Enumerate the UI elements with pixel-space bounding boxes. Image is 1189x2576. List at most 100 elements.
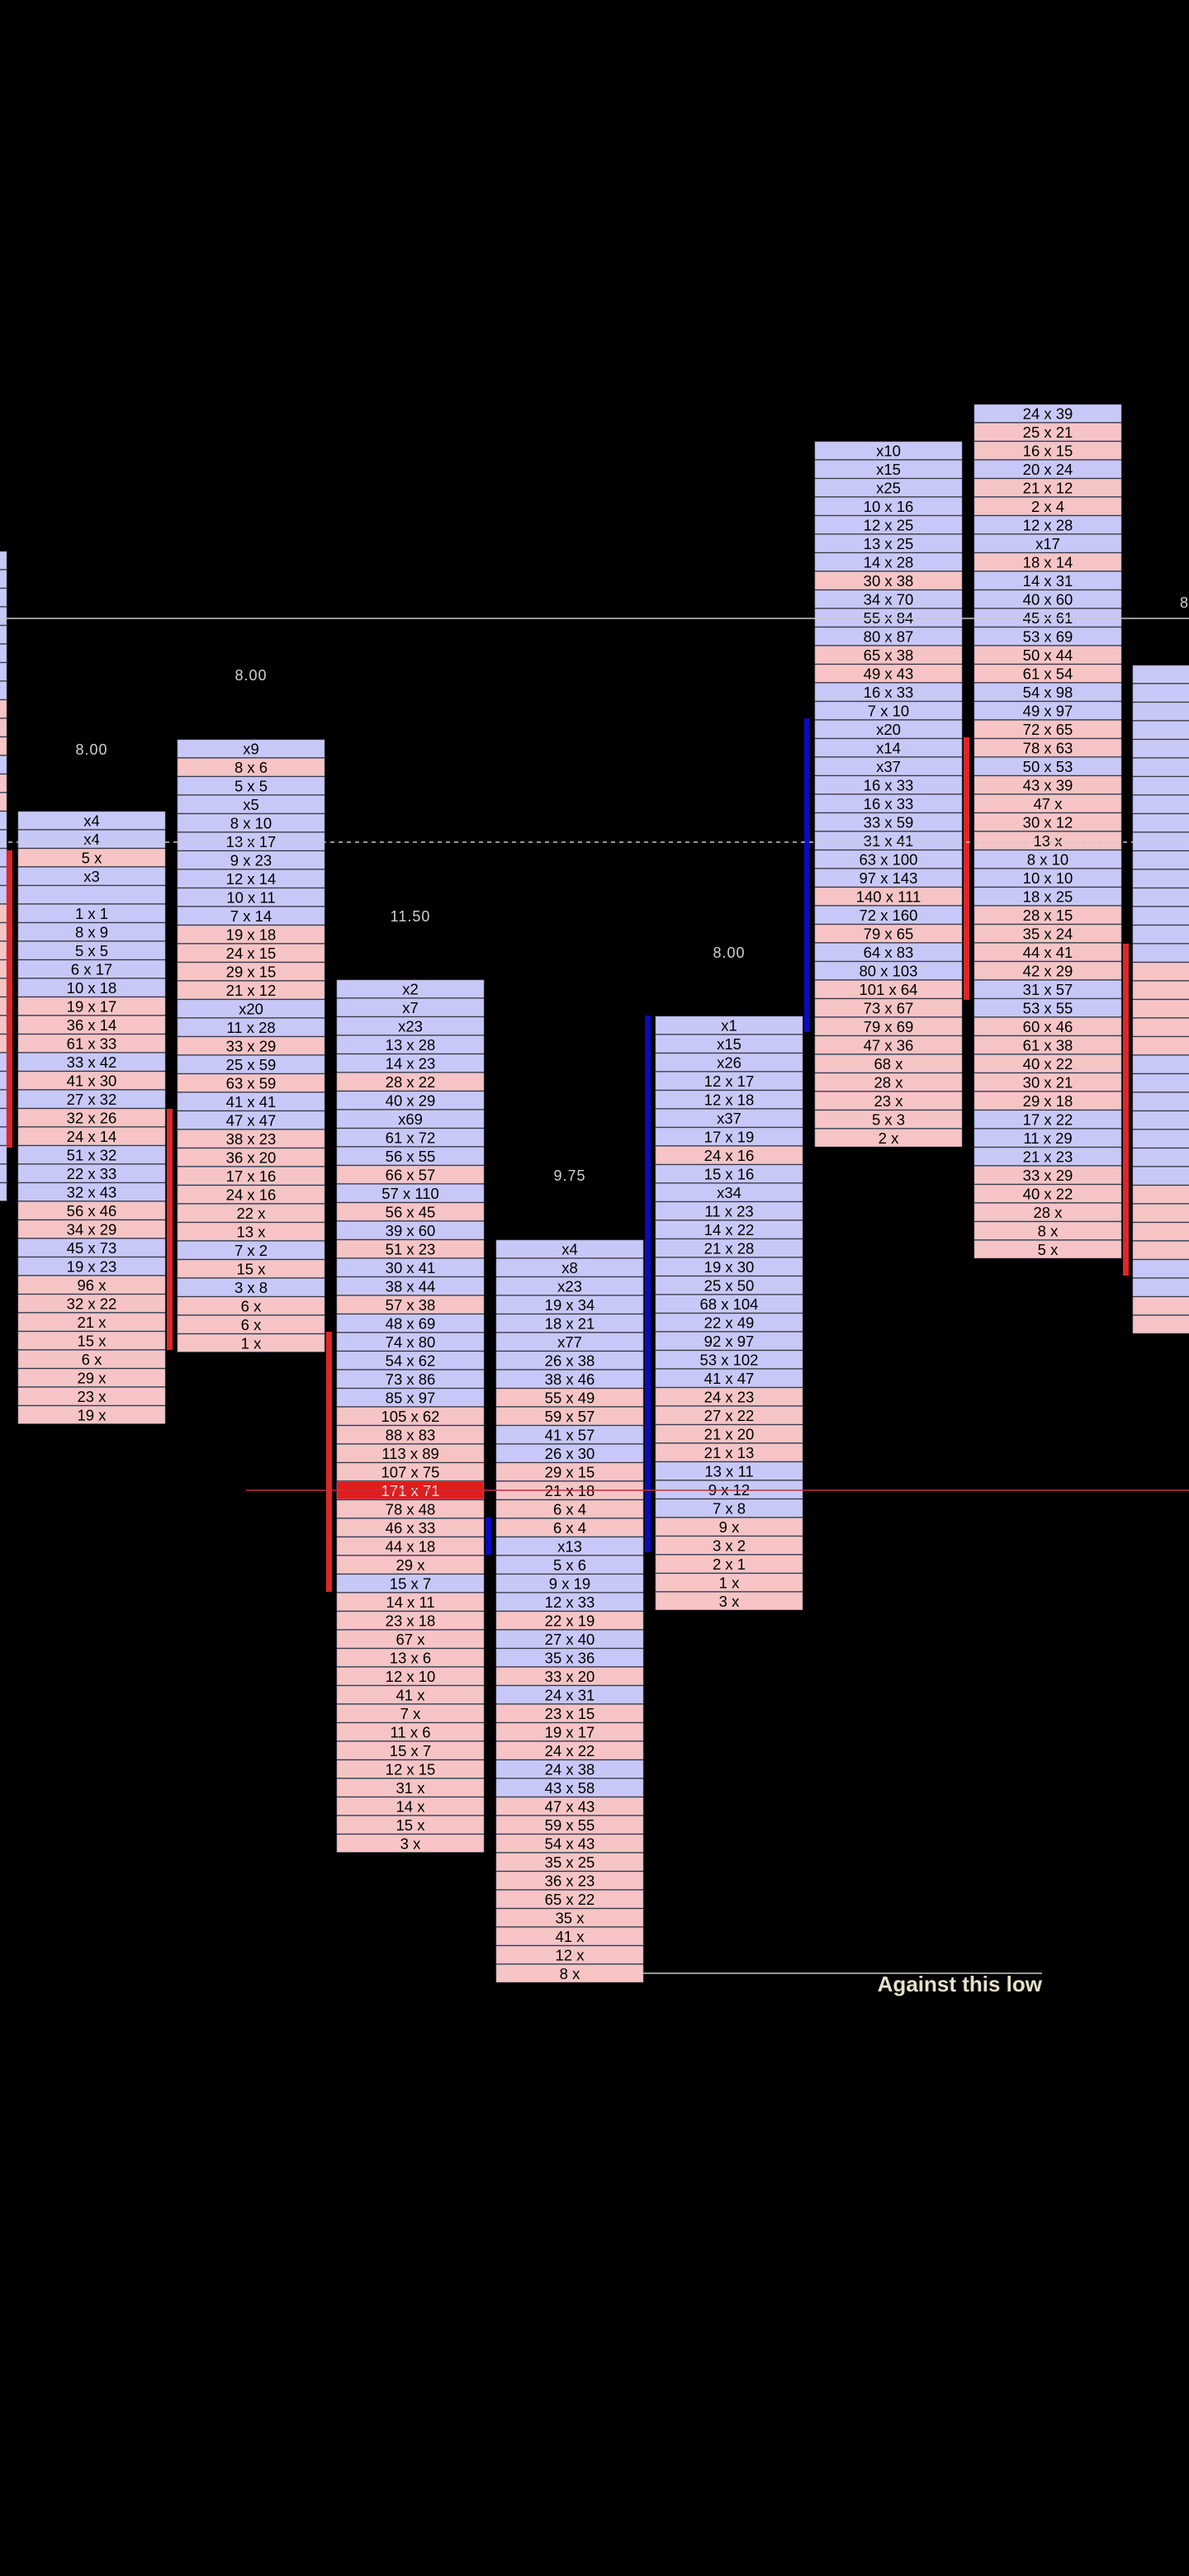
ask-cell xyxy=(336,1611,485,1630)
ask-cell xyxy=(17,1034,166,1053)
ask-cell xyxy=(336,1295,485,1314)
ask-cell xyxy=(814,887,963,906)
cell-value: 21 x 23 xyxy=(1023,1148,1073,1166)
bid-cell xyxy=(17,1090,166,1109)
ask-cell xyxy=(973,1054,1122,1073)
cell-value: 21 x 20 xyxy=(704,1426,755,1443)
cell-value: 16 x 15 xyxy=(1023,443,1073,460)
ask-cell xyxy=(336,1165,485,1184)
ask-cell xyxy=(495,1908,644,1927)
ask-cell xyxy=(973,1091,1122,1110)
bid-cell xyxy=(177,813,325,832)
ask-cell xyxy=(973,738,1122,757)
bid-cell xyxy=(973,980,1122,999)
ask-cell xyxy=(655,1146,803,1165)
bid-cell xyxy=(814,552,963,571)
bid-cell xyxy=(1132,1259,1189,1278)
cell-value: 42 x 29 xyxy=(1023,963,1073,980)
ask-cell xyxy=(973,924,1122,943)
bid-cell xyxy=(336,979,485,998)
bid-cell xyxy=(17,1053,166,1072)
cell-value: 7 x xyxy=(400,1705,421,1722)
cell-value: x37 xyxy=(876,758,901,775)
ask-cell xyxy=(814,1054,963,1073)
bid-cell xyxy=(495,1333,644,1352)
bid-cell xyxy=(973,701,1122,720)
ask-cell xyxy=(17,1071,166,1090)
cell-value: 59 x 55 xyxy=(545,1816,595,1834)
cell-value: x15 xyxy=(876,461,901,478)
bid-cell xyxy=(177,739,325,758)
bid-cell xyxy=(495,1574,644,1593)
bid-cell xyxy=(1132,684,1189,703)
ask-cell xyxy=(0,718,7,737)
bid-cell xyxy=(495,1425,644,1444)
bid-cell xyxy=(17,1164,166,1183)
ask-cell xyxy=(973,1240,1122,1259)
bid-cell xyxy=(17,867,166,886)
cell-value: 27 x 32 xyxy=(67,1091,117,1108)
ask-cell xyxy=(973,1203,1122,1222)
cell-value: x20 xyxy=(239,1001,263,1018)
bid-cell xyxy=(1132,776,1189,795)
bid-cell xyxy=(1132,888,1189,907)
cell-value: 65 x 22 xyxy=(545,1891,595,1908)
ask-cell xyxy=(814,998,963,1017)
cell-value: 17 x 16 xyxy=(226,1167,277,1185)
ask-cell xyxy=(17,1313,166,1332)
bid-cell xyxy=(0,1053,7,1072)
bid-cell xyxy=(0,644,7,663)
bid-cell xyxy=(17,922,166,941)
bid-cell xyxy=(814,738,963,757)
cell-value: 33 x 42 xyxy=(67,1054,117,1071)
bid-cell xyxy=(17,1257,166,1276)
cell-value: 40 x 22 xyxy=(1023,1055,1073,1073)
bid-cell xyxy=(973,850,1122,869)
bid-cell xyxy=(17,811,166,830)
bid-cell xyxy=(1132,739,1189,758)
ask-cell xyxy=(17,1350,166,1369)
cell-value: 1 x xyxy=(719,1574,740,1592)
cell-value: 9 x 23 xyxy=(230,852,272,869)
bid-cell xyxy=(495,1314,644,1333)
ask-cell xyxy=(1132,981,1189,1000)
ask-cell xyxy=(336,1073,485,1091)
column-label: 8.00 xyxy=(234,667,267,684)
cell-value: 5 x 6 xyxy=(553,1556,586,1574)
cell-value: 85 x 97 xyxy=(386,1390,436,1407)
column-label: 11.50 xyxy=(391,908,431,925)
delta-bar-negative xyxy=(7,850,12,1148)
cell-value: 7 x 8 xyxy=(713,1500,746,1518)
ask-cell xyxy=(17,1276,166,1295)
ask-cell xyxy=(495,1927,644,1946)
bid-cell xyxy=(655,1090,803,1109)
footprint-column xyxy=(0,551,7,1201)
cell-value: 24 x 16 xyxy=(704,1147,755,1164)
bid-cell xyxy=(973,627,1122,646)
cell-value: 31 x xyxy=(396,1779,426,1797)
cell-value: 12 x 14 xyxy=(226,870,277,888)
ask-cell xyxy=(177,1073,325,1092)
cell-value: 15 x xyxy=(78,1333,107,1350)
bid-cell xyxy=(177,907,325,926)
cell-value: x7 xyxy=(402,999,419,1016)
cell-value: 5 x 3 xyxy=(872,1111,905,1129)
bid-cell xyxy=(655,1461,803,1480)
cell-value: x37 xyxy=(717,1110,741,1127)
bid-cell xyxy=(1132,1092,1189,1111)
bid-cell xyxy=(336,1035,485,1054)
bid-cell xyxy=(177,869,325,888)
bid-cell xyxy=(17,959,166,978)
ask-cell xyxy=(495,1741,644,1760)
ask-cell xyxy=(655,1555,803,1574)
cell-value: 140 x 111 xyxy=(856,888,921,906)
delta-bar-positive xyxy=(645,1016,651,1552)
cell-value: 40 x 22 xyxy=(1023,1186,1073,1203)
cell-value: 61 x 54 xyxy=(1023,665,1073,683)
bid-cell xyxy=(655,1072,803,1091)
cell-value: 40 x 60 xyxy=(1023,591,1073,608)
cell-value: x4 xyxy=(83,831,100,848)
bid-cell xyxy=(814,961,963,980)
bid-cell xyxy=(17,904,166,923)
cell-value: 19 x xyxy=(78,1407,107,1424)
